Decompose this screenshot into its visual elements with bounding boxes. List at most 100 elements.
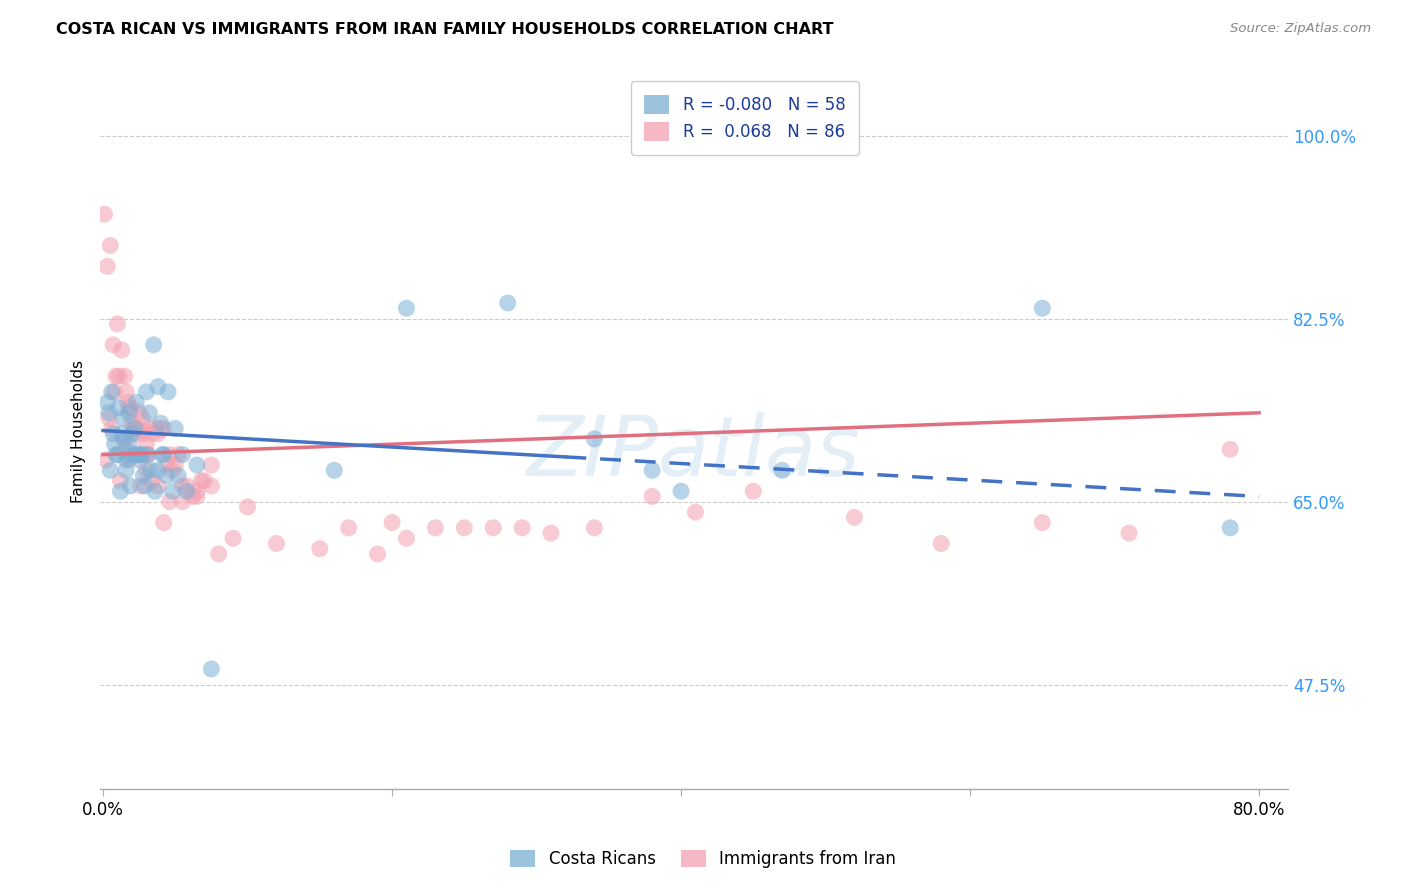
Point	[1291, 516, 1313, 530]
Point	[222, 531, 245, 545]
Legend: R = -0.080   N = 58, R =  0.068   N = 86: R = -0.080 N = 58, R = 0.068 N = 86	[631, 81, 859, 155]
Point	[103, 437, 125, 451]
Point	[167, 468, 190, 483]
Point	[1031, 301, 1053, 316]
Point	[129, 448, 152, 462]
Point	[190, 474, 212, 488]
Point	[583, 432, 606, 446]
Point	[135, 463, 157, 477]
Point	[98, 463, 121, 477]
Point	[134, 479, 156, 493]
Point	[200, 662, 222, 676]
Point	[143, 421, 166, 435]
Text: ZIPatlas: ZIPatlas	[527, 412, 860, 493]
Point	[141, 426, 163, 441]
Point	[381, 516, 404, 530]
Point	[114, 432, 136, 446]
Point	[105, 369, 128, 384]
Point	[124, 421, 146, 435]
Point	[143, 484, 166, 499]
Point	[146, 463, 169, 477]
Point	[108, 369, 131, 384]
Point	[149, 417, 172, 431]
Point	[121, 426, 143, 441]
Point	[510, 521, 533, 535]
Point	[105, 448, 128, 462]
Point	[155, 468, 177, 483]
Text: COSTA RICAN VS IMMIGRANTS FROM IRAN FAMILY HOUSEHOLDS CORRELATION CHART: COSTA RICAN VS IMMIGRANTS FROM IRAN FAMI…	[56, 22, 834, 37]
Point	[132, 426, 155, 441]
Point	[115, 384, 138, 399]
Point	[167, 448, 190, 462]
Point	[162, 463, 184, 477]
Point	[115, 442, 138, 457]
Point	[323, 463, 346, 477]
Point	[112, 411, 135, 425]
Point	[146, 479, 169, 493]
Point	[186, 490, 208, 504]
Point	[146, 379, 169, 393]
Point	[118, 401, 141, 415]
Legend: Costa Ricans, Immigrants from Iran: Costa Ricans, Immigrants from Iran	[502, 842, 904, 877]
Point	[124, 421, 146, 435]
Point	[685, 505, 707, 519]
Point	[120, 479, 142, 493]
Point	[157, 384, 180, 399]
Point	[112, 432, 135, 446]
Point	[172, 479, 194, 493]
Point	[120, 401, 142, 415]
Point	[117, 395, 139, 409]
Point	[135, 437, 157, 451]
Point	[181, 490, 204, 504]
Text: Source: ZipAtlas.com: Source: ZipAtlas.com	[1230, 22, 1371, 36]
Point	[540, 526, 562, 541]
Point	[129, 421, 152, 435]
Point	[669, 484, 692, 499]
Point	[114, 369, 136, 384]
Point	[308, 541, 330, 556]
Point	[128, 453, 150, 467]
Point	[367, 547, 389, 561]
Point	[844, 510, 866, 524]
Point	[131, 448, 153, 462]
Point	[93, 207, 115, 221]
Point	[742, 484, 765, 499]
Point	[107, 317, 129, 331]
Point	[136, 448, 159, 462]
Point	[111, 343, 134, 357]
Point	[159, 448, 181, 462]
Point	[127, 448, 149, 462]
Point	[1219, 521, 1241, 535]
Point	[136, 448, 159, 462]
Point	[207, 547, 229, 561]
Point	[115, 463, 138, 477]
Point	[129, 479, 152, 493]
Point	[124, 448, 146, 462]
Point	[641, 463, 664, 477]
Point	[103, 384, 125, 399]
Point	[138, 406, 160, 420]
Point	[453, 521, 475, 535]
Point	[115, 453, 138, 467]
Point	[1118, 526, 1140, 541]
Point	[150, 448, 173, 462]
Point	[186, 458, 208, 472]
Point	[127, 426, 149, 441]
Point	[117, 448, 139, 462]
Point	[186, 484, 208, 499]
Point	[152, 421, 174, 435]
Point	[107, 448, 129, 462]
Point	[97, 406, 120, 420]
Point	[1219, 442, 1241, 457]
Y-axis label: Family Households: Family Households	[72, 359, 86, 502]
Point	[236, 500, 259, 514]
Point	[122, 448, 145, 462]
Point	[110, 474, 132, 488]
Point	[155, 458, 177, 472]
Point	[496, 296, 519, 310]
Point	[1031, 516, 1053, 530]
Point	[200, 479, 222, 493]
Point	[118, 406, 141, 420]
Point	[118, 437, 141, 451]
Point	[395, 301, 418, 316]
